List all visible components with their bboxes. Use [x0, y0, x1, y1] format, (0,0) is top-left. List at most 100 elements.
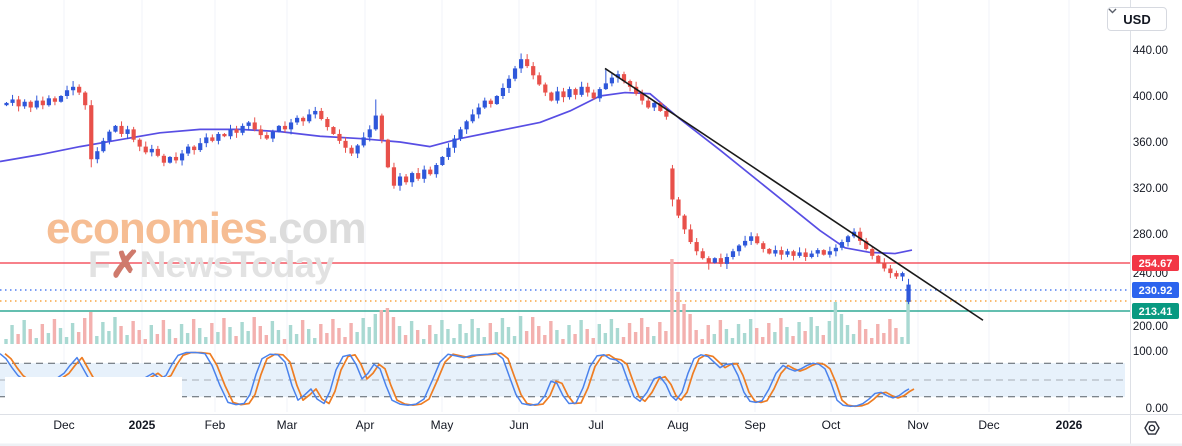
candle	[888, 268, 893, 274]
volume-bar	[149, 325, 153, 344]
volume-bar	[706, 325, 710, 344]
candle	[609, 77, 614, 84]
volume-bar	[488, 323, 493, 344]
volume-bar	[210, 323, 214, 344]
volume-bar	[470, 319, 474, 344]
volume-bar	[567, 325, 571, 344]
candle	[791, 251, 796, 256]
volume-bar	[827, 321, 832, 344]
volume-bar	[52, 319, 57, 344]
time-axis-label: Jun	[509, 418, 528, 432]
candle	[870, 248, 875, 256]
candle	[712, 258, 717, 263]
candle	[186, 146, 191, 154]
candle	[137, 139, 142, 147]
volume-bar	[125, 335, 129, 344]
oscillator-pane	[0, 351, 1125, 413]
volume-bar	[167, 329, 172, 344]
candle	[52, 98, 58, 102]
volume-bar	[464, 333, 468, 344]
candle	[839, 242, 845, 248]
candle	[307, 114, 312, 122]
candle	[567, 89, 572, 98]
volume-bar	[803, 331, 807, 344]
volume-bar	[833, 302, 838, 344]
volume-bar	[307, 329, 311, 344]
volume-bar	[440, 320, 444, 344]
time-axis-label: Dec	[978, 418, 999, 432]
candle	[4, 102, 9, 106]
volume-bar	[173, 338, 178, 344]
candle	[585, 86, 590, 93]
volume-bar	[809, 317, 813, 344]
candle	[706, 258, 711, 263]
candle	[894, 273, 899, 277]
volume-bar	[143, 339, 147, 344]
candle	[83, 92, 88, 106]
volume-bar	[4, 339, 8, 344]
candle	[827, 251, 832, 255]
candle	[488, 100, 493, 105]
candle	[149, 148, 154, 153]
candle	[143, 146, 148, 153]
candle	[119, 125, 124, 134]
candle	[603, 83, 608, 90]
candle	[543, 84, 548, 93]
candle	[506, 78, 512, 88]
candle	[858, 231, 863, 241]
volume-bar	[252, 317, 256, 344]
price-axis-label: 200.00	[1133, 321, 1168, 333]
volume-bar	[161, 320, 166, 344]
candle	[658, 102, 663, 111]
volume-bar	[28, 329, 32, 344]
candle	[864, 240, 869, 249]
candle	[761, 243, 766, 249]
volume-bar	[682, 304, 686, 344]
candle	[288, 122, 294, 130]
candle	[446, 147, 451, 157]
volume-bar	[10, 325, 14, 344]
volume-bar	[476, 328, 480, 344]
price-pane	[0, 53, 984, 321]
settings-icon[interactable]	[1144, 421, 1160, 435]
volume-bar	[355, 332, 359, 344]
candle	[640, 93, 645, 101]
candle	[531, 66, 536, 76]
volume-bar	[585, 329, 589, 344]
time-axis-label: Oct	[822, 418, 841, 432]
volume-bar	[900, 337, 904, 344]
candle	[131, 129, 136, 140]
candle	[403, 176, 409, 183]
time-axis-label: Sep	[744, 418, 766, 432]
candle	[549, 92, 554, 101]
candle	[313, 110, 318, 115]
volume-bar	[179, 324, 184, 344]
candle	[664, 110, 669, 117]
candle	[561, 91, 566, 98]
currency-selector[interactable]: USD	[1107, 7, 1167, 31]
candle	[391, 167, 397, 186]
volume-bar	[198, 328, 202, 344]
volume-bar	[119, 326, 123, 344]
volume-bar	[288, 325, 293, 344]
volume-bar	[16, 334, 20, 344]
volume-bar	[561, 339, 565, 344]
candle	[597, 89, 602, 99]
svg-text:230.92: 230.92	[1139, 285, 1173, 297]
candle	[101, 140, 106, 152]
volume-bar	[234, 336, 238, 344]
currency-selector-value: USD	[1123, 11, 1151, 27]
candle	[579, 86, 584, 95]
volume-bar	[300, 320, 305, 344]
candle	[785, 251, 790, 255]
candle	[246, 122, 251, 126]
chevron-down-icon	[1108, 8, 1117, 14]
volume-bar	[882, 333, 886, 344]
candle	[125, 129, 130, 134]
volume-bar	[518, 316, 523, 344]
candle	[821, 250, 826, 255]
candle	[682, 215, 687, 230]
watermark-brand: economies.com	[46, 204, 366, 253]
candle	[440, 156, 445, 165]
